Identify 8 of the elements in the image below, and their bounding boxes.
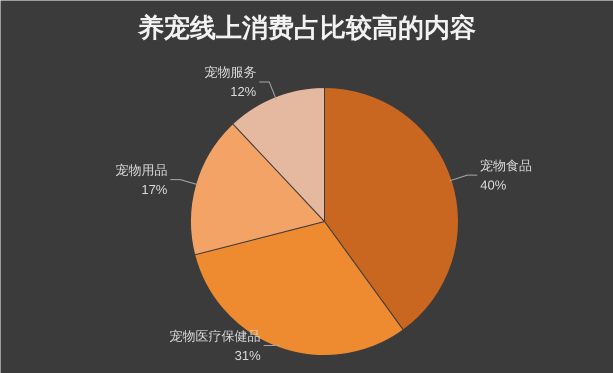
data-label: 31%: [234, 348, 262, 363]
slice-label: 宠物食品: [480, 158, 532, 173]
data-label: 17%: [141, 182, 168, 197]
chart-title: 养宠线上消费占比较高的内容: [137, 12, 476, 42]
data-label: 12%: [230, 84, 257, 100]
slice-label: 宠物用品: [115, 162, 168, 178]
slice-label: 宠物服务: [204, 64, 256, 80]
data-label: 40%: [480, 177, 507, 192]
